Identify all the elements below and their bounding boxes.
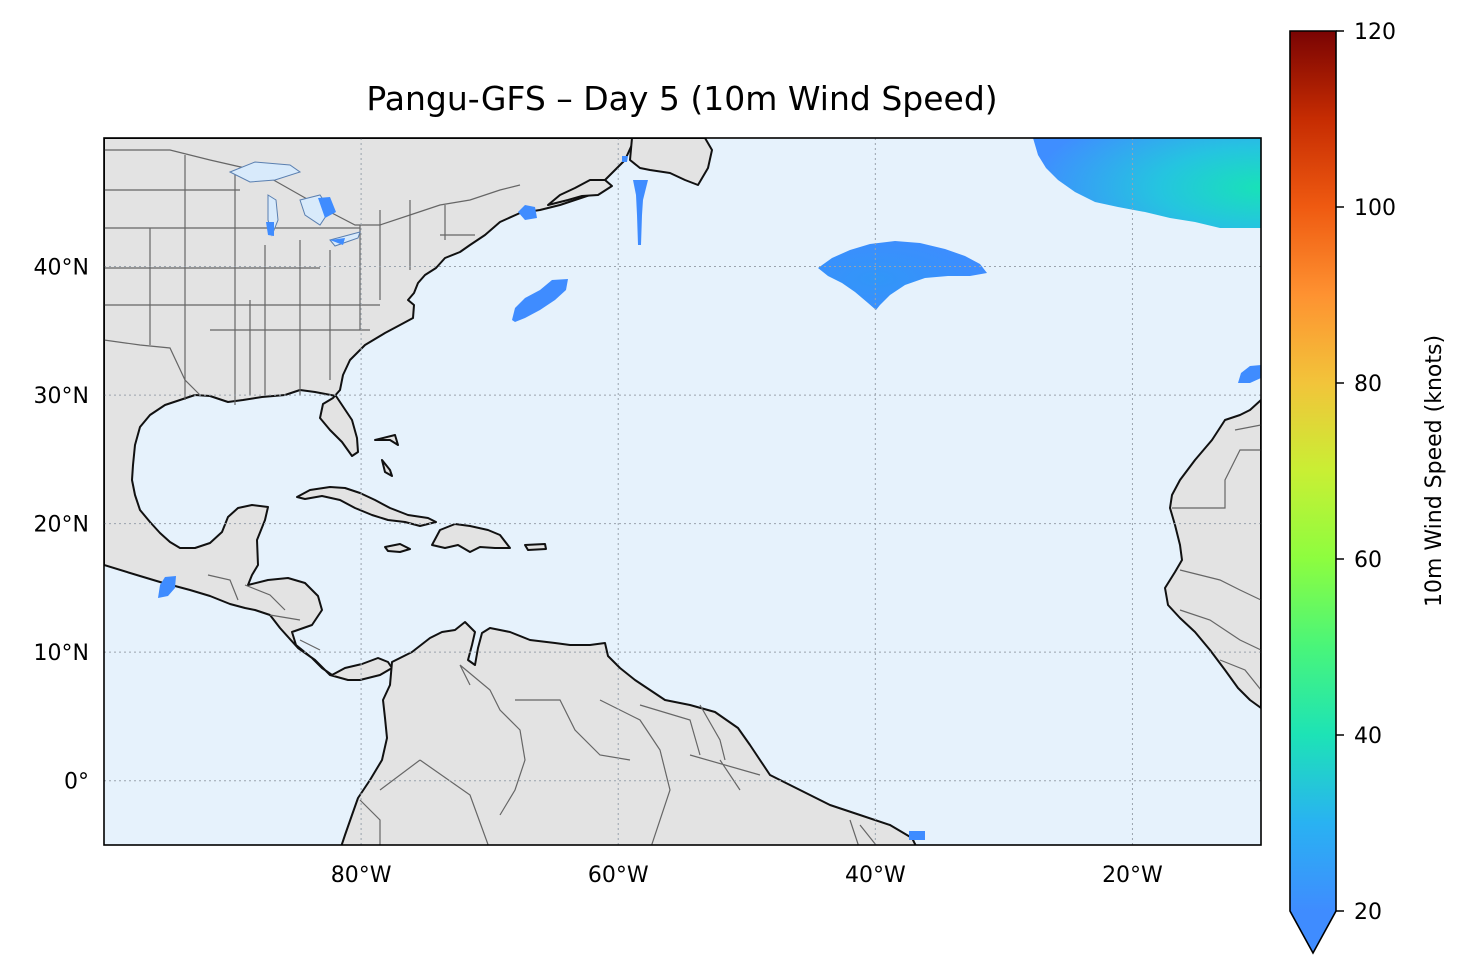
lake-superior [228, 161, 302, 183]
central-atlantic-wind-area [818, 241, 987, 310]
political-borders [104, 149, 1261, 845]
colorbar-ticks: 20 40 60 80 100 120 [1336, 20, 1396, 925]
gulf-of-maine-wind-patch [518, 205, 537, 220]
caribbean-wind-patch [158, 576, 176, 598]
africa-borders [1172, 424, 1261, 691]
south-america-borders [359, 664, 877, 845]
y-tick-label: 20°N [34, 513, 89, 538]
cuba-land [296, 486, 437, 527]
wind-speed-layer [158, 138, 1261, 840]
x-tick-label: 80°W [331, 863, 392, 888]
colorbar-outline [1289, 30, 1337, 955]
colorbar-tick-label: 20 [1354, 900, 1382, 925]
colorbar-tick-label: 80 [1354, 372, 1382, 397]
map-axes: 80°W 60°W 40°W 20°W 40°N 30°N 20°N 10°N 0° [34, 137, 1262, 888]
eastern-atlantic-wind-patch [1238, 365, 1261, 383]
chart-title: Pangu-GFS – Day 5 (10m Wind Speed) [366, 79, 997, 118]
colorbar-extend-triangle [1290, 911, 1336, 953]
land-layer [104, 138, 1261, 845]
grand-banks-wind-streak [622, 156, 648, 245]
y-tick-label: 40°N [34, 256, 89, 281]
axes-frame [103, 137, 1262, 846]
y-tick-label: 30°N [34, 384, 89, 409]
equatorial-wind-patch [909, 831, 925, 840]
jamaica-land [384, 543, 411, 553]
x-tick-label: 40°W [845, 863, 906, 888]
colorbar-tick-label: 40 [1354, 724, 1382, 749]
colorbar-tick-label: 120 [1354, 20, 1396, 45]
nova-scotia-land [547, 179, 613, 206]
colorbar-gradient [1290, 31, 1336, 911]
puerto-rico-land [524, 543, 547, 551]
lake-wind-patch [266, 197, 345, 245]
colorbar-tick-label: 100 [1354, 196, 1396, 221]
colorbar-tick-label: 60 [1354, 548, 1382, 573]
us-canada-border [104, 149, 521, 226]
map-contents [104, 138, 1261, 845]
colorbar: 20 40 60 80 100 120 10m Wind Speed (knots) [1289, 20, 1447, 955]
central-america-borders [207, 574, 321, 651]
colorbar-label: 10m Wind Speed (knots) [1422, 335, 1447, 607]
us-state-borders [104, 155, 475, 405]
y-tick-label: 0° [64, 770, 89, 795]
x-tick-label: 20°W [1102, 863, 1163, 888]
western-atlantic-wind-patch [512, 279, 568, 322]
x-tick-labels: 80°W 60°W 40°W 20°W [331, 863, 1163, 888]
newfoundland-land [629, 138, 713, 186]
us-mexico-border [104, 339, 201, 396]
bahamas-land [374, 434, 399, 477]
y-tick-labels: 40°N 30°N 20°N 10°N 0° [34, 256, 89, 795]
northeast-atlantic-wind-area [1033, 138, 1261, 228]
africa-land [1164, 399, 1261, 709]
x-tick-label: 60°W [588, 863, 649, 888]
y-tick-label: 10°N [34, 641, 89, 666]
